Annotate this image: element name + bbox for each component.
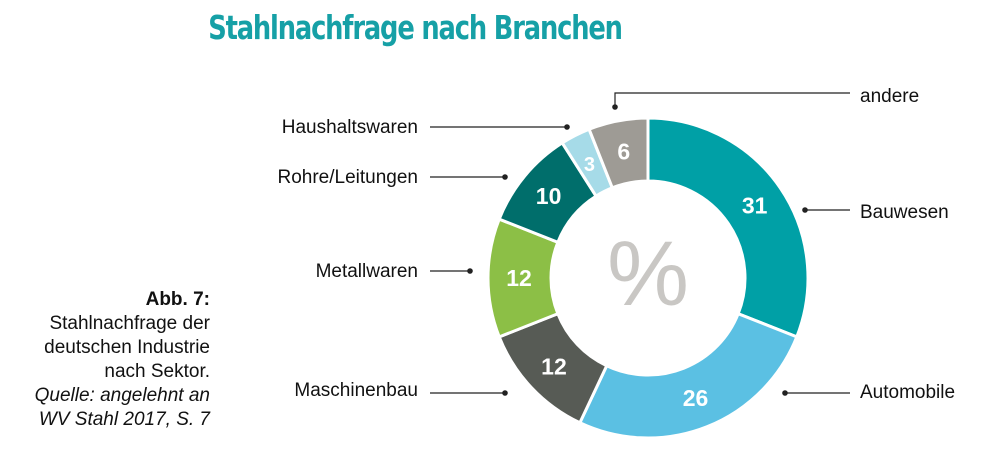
slice-bauwesen (646, 116, 810, 339)
leader-dot (467, 268, 473, 274)
leader-dot (782, 390, 788, 396)
figure-caption: Abb. 7: Stahlnachfrage der deutschen Ind… (35, 288, 210, 432)
leader-lines (430, 92, 850, 396)
value-label-maschinenbau: 12 (541, 353, 567, 379)
slice-andere (587, 116, 650, 190)
value-labels: 31 26 12 12 10 36 (506, 138, 767, 411)
caption-line-1: Stahlnachfrage der (49, 313, 210, 334)
caption-source-2: WV Stahl 2017, S. 7 (38, 409, 210, 430)
caption-line-3: nach Sektor. (104, 361, 210, 382)
leader-line (614, 92, 850, 107)
category-label-bauwesen: Bauwesen (860, 202, 949, 223)
category-label-andere: andere (860, 86, 919, 107)
value-label-andere: 6 (617, 138, 630, 164)
slice-automobile (577, 311, 799, 440)
caption-line-2: deutschen Industrie (44, 337, 210, 358)
category-labels: Bauwesen Automobile Maschinenbau Metallware… (278, 86, 956, 403)
leader-dot (502, 174, 508, 180)
category-label-metallwaren: Metallwaren (316, 261, 418, 282)
center-percent-label: % (607, 223, 689, 325)
value-label-bauwesen: 31 (742, 192, 768, 218)
category-label-rohre-leitungen: Rohre/Leitungen (278, 167, 419, 188)
category-label-automobile: Automobile (860, 382, 955, 403)
leader-dot (802, 207, 808, 213)
leader-dot (612, 104, 618, 110)
chart-title: Stahlnachfrage nach Branchen (208, 8, 623, 47)
category-label-haushaltswaren: Haushaltswaren (282, 117, 418, 138)
value-label-automobile: 26 (683, 385, 709, 411)
value-label-metallwaren: 12 (506, 265, 532, 291)
value-label-haushaltswaren: 3 (584, 154, 595, 176)
caption-source-1: Quelle: angelehnt an (34, 385, 210, 406)
leader-dot (564, 124, 570, 130)
category-label-maschinenbau: Maschinenbau (294, 380, 418, 401)
caption-figure-number: Abb. 7: (145, 289, 210, 310)
leader-dot (502, 390, 508, 396)
value-label-rohre-leitungen: 10 (536, 183, 562, 209)
donut-slices (486, 116, 810, 440)
